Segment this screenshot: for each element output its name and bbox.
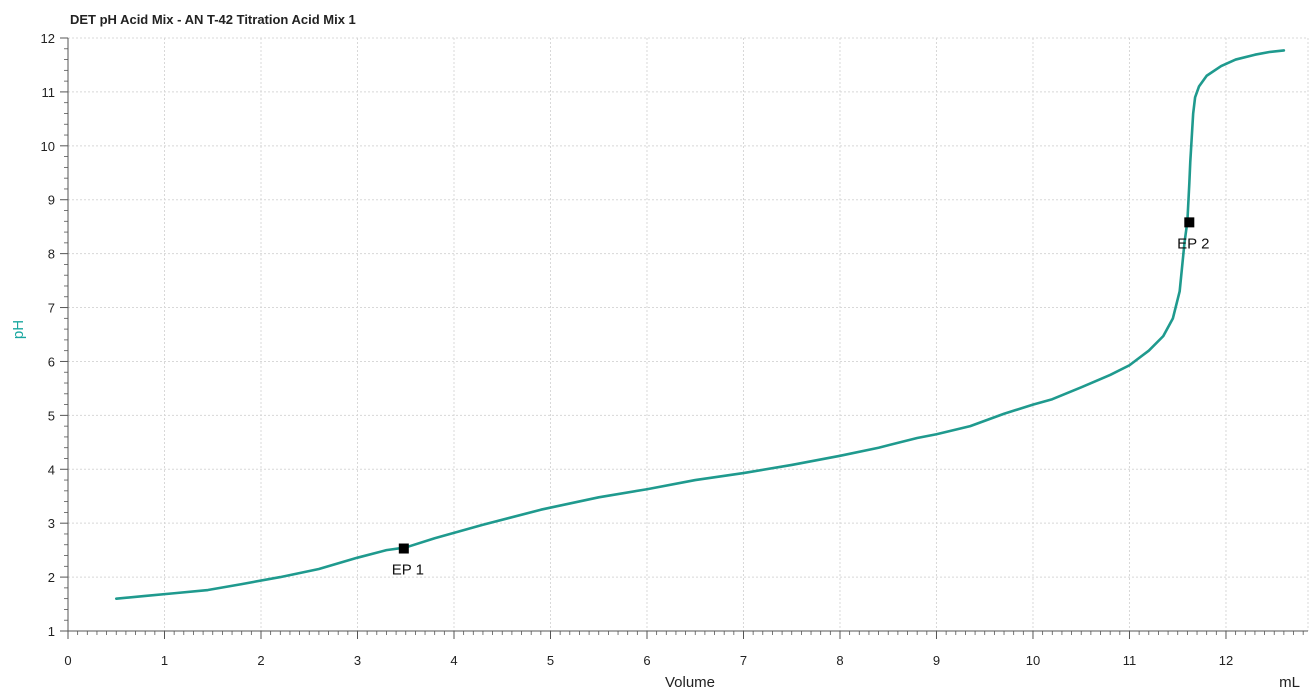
y-tick-label: 6: [48, 354, 55, 369]
x-tick-label: 5: [547, 653, 554, 668]
y-tick-label: 1: [48, 624, 55, 639]
x-tick-label: 11: [1123, 653, 1137, 668]
y-tick-label: 4: [48, 462, 55, 477]
x-tick-label: 4: [450, 653, 457, 668]
y-tick-label: 12: [41, 31, 55, 46]
x-tick-label: 8: [836, 653, 843, 668]
x-tick-label: 2: [257, 653, 264, 668]
x-axis-title: Volume: [665, 674, 715, 691]
y-tick-label: 8: [48, 247, 55, 262]
x-tick-label: 3: [354, 653, 361, 668]
axes: [67, 38, 1308, 632]
x-tick-label: 9: [933, 653, 940, 668]
endpoint-label: EP 1: [392, 562, 424, 579]
x-axis-unit: mL: [1279, 674, 1300, 691]
endpoint-marker: [1184, 217, 1195, 228]
x-tick-label: 10: [1026, 653, 1040, 668]
y-tick-label: 7: [48, 301, 55, 316]
y-tick-label: 10: [41, 139, 55, 154]
x-tick-label: 1: [161, 653, 168, 668]
y-tick-label: 5: [48, 408, 55, 423]
y-axis-title: pH: [10, 320, 27, 339]
endpoint-label: EP 2: [1177, 235, 1209, 252]
y-tick-label: 2: [48, 570, 55, 585]
endpoints: EP 1 EP 2: [392, 217, 1209, 579]
y-tick-label: 3: [48, 516, 55, 531]
x-tick-label: 0: [64, 653, 71, 668]
minor-ticks: [60, 37, 1304, 639]
grid-lines: [68, 37, 1309, 631]
titration-curve: [114, 49, 1286, 600]
endpoint-marker: [398, 543, 409, 554]
chart-title: DET pH Acid Mix - AN T-42 Titration Acid…: [70, 12, 356, 27]
x-tick-label: 6: [643, 653, 650, 668]
y-tick-label: 9: [48, 193, 55, 208]
x-tick-label: 7: [740, 653, 747, 668]
y-tick-label: 11: [42, 85, 56, 100]
x-tick-label: 12: [1219, 653, 1233, 668]
